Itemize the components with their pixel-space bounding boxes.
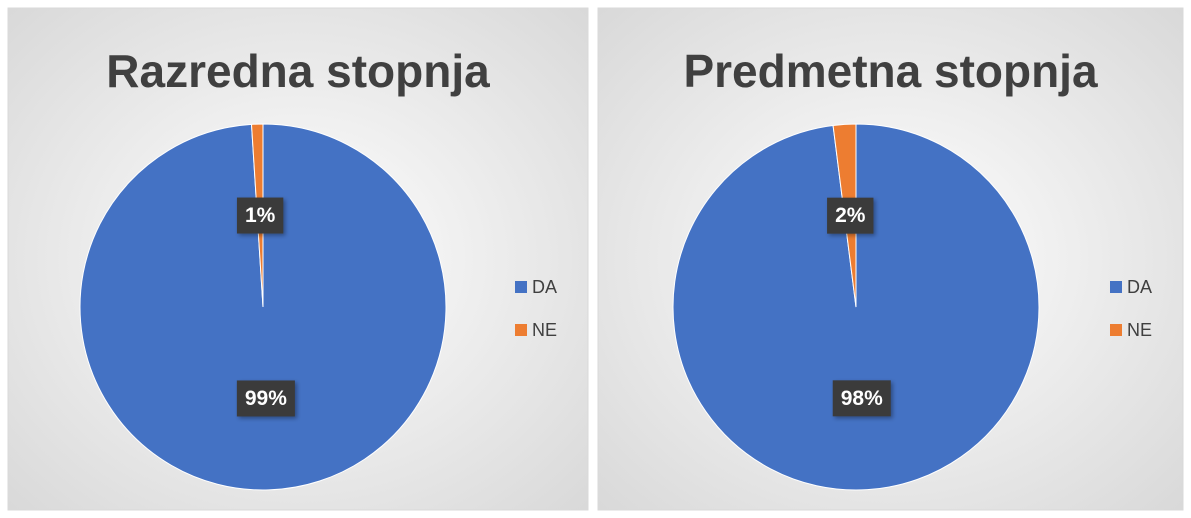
legend-swatch [515, 324, 527, 336]
data-label-box [236, 380, 295, 417]
legend-label: NE [1127, 320, 1152, 340]
pie-panel: Razredna stopnja 99% 1% DA NE [7, 7, 589, 511]
legend-swatch [1110, 324, 1122, 336]
data-label: 98% [841, 387, 883, 410]
data-label-box [236, 197, 284, 234]
data-label-box [832, 380, 891, 417]
data-label: 2% [835, 204, 866, 227]
legend-swatch [515, 281, 527, 293]
legend-label: NE [532, 320, 557, 340]
data-label: 1% [245, 204, 276, 227]
chart-title: Predmetna stopnja [683, 45, 1098, 97]
legend-swatch [1110, 281, 1122, 293]
legend-label: DA [1127, 277, 1152, 297]
data-label: 99% [245, 387, 287, 410]
chart-title: Razredna stopnja [106, 45, 490, 97]
legend-label: DA [532, 277, 557, 297]
pie-panel: Predmetna stopnja 98% 2% DA NE [597, 7, 1184, 511]
data-label-box [827, 197, 874, 234]
